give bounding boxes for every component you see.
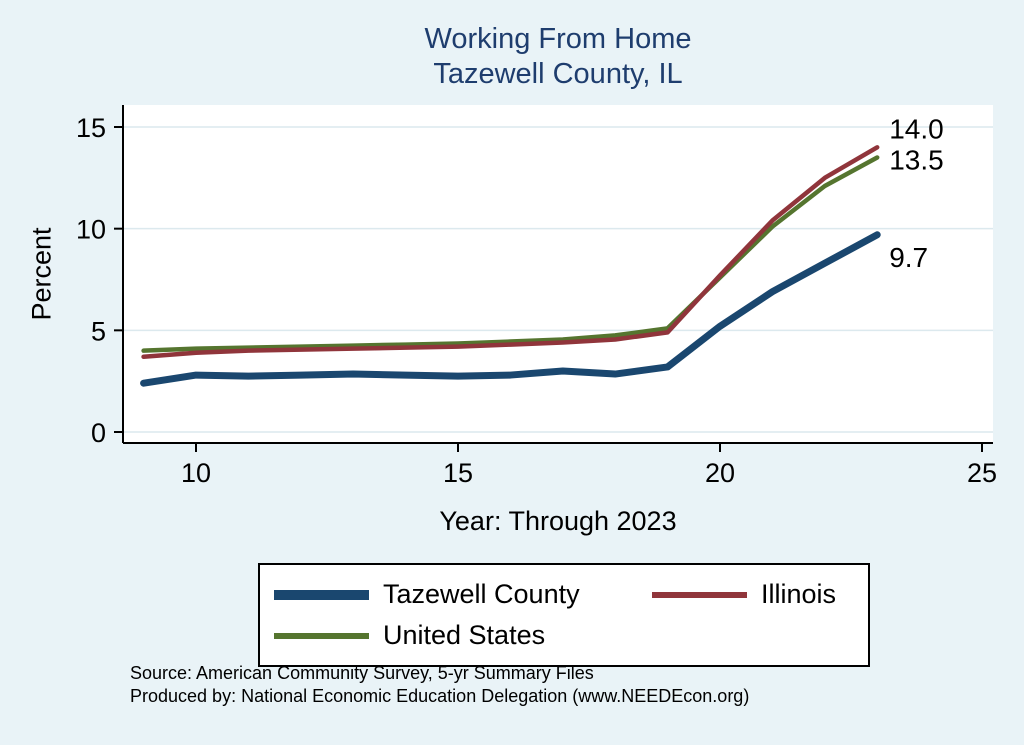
produced-by-note: Produced by: National Economic Education… [130,686,750,706]
x-tick-label: 25 [967,458,997,488]
series-line-tazewell-county [140,231,881,387]
chart-title-line2: Tazewell County, IL [433,58,683,90]
y-tick-label: 5 [91,316,106,346]
legend-item-tazewell: Tazewell County [274,579,652,610]
chart-title: Working From Home Tazewell County, IL [123,22,993,92]
series-line-illinois [141,145,880,360]
x-tick-label: 20 [705,458,735,488]
end-label-illinois: 14.0 [889,113,944,144]
end-label-tazewell-county: 9.7 [889,242,928,273]
y-tick-label: 15 [76,113,106,143]
legend-label-illinois: Illinois [761,579,837,609]
x-tick-label: 15 [443,458,473,488]
legend-label-tazewell: Tazewell County [383,579,580,609]
chart-title-line1: Working From Home [424,23,692,55]
x-tick-label: 10 [181,458,211,488]
legend-label-united-states: United States [383,620,546,650]
legend: Tazewell County Illinois United States [258,563,870,667]
series-line-united-states [141,155,880,353]
x-axis-label: Year: Through 2023 [439,506,677,536]
legend-item-united-states: United States [274,620,652,651]
y-tick-label: 0 [91,418,106,448]
tazewell-line-swatch [274,589,369,600]
end-label-united-states: 13.5 [889,145,944,176]
illinois-line-swatch [652,591,747,598]
united-states-line-swatch [274,632,369,639]
legend-item-illinois: Illinois [652,579,868,610]
source-note: Source: American Community Survey, 5-yr … [130,663,594,683]
plot-area [123,105,993,443]
footer: Source: American Community Survey, 5-yr … [130,662,749,708]
y-tick-label: 10 [76,215,106,245]
